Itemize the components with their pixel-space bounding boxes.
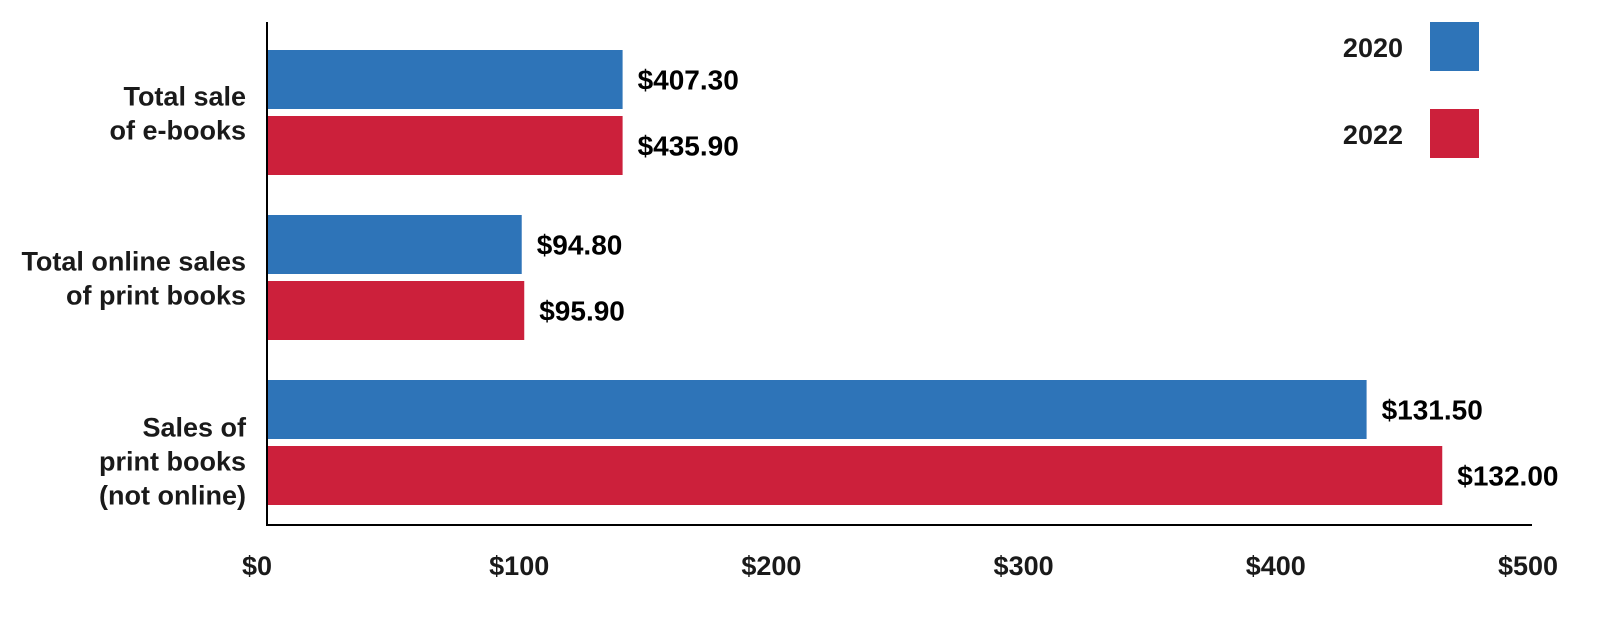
category-label-line: of e-books xyxy=(109,116,246,146)
category-label-line: Total sale xyxy=(123,82,246,112)
bar-2020-2 xyxy=(267,215,522,274)
category-label-2: Total online sales of print books xyxy=(21,247,246,311)
category-labels-layer: Total sale of e-books Total online sales of… xyxy=(21,82,247,511)
category-label-line: print books xyxy=(99,447,246,477)
x-tick-label: $400 xyxy=(1246,551,1306,581)
category-label-line: of print books xyxy=(66,281,246,311)
legend-swatch-2020 xyxy=(1430,22,1479,71)
category-label-line: Sales of xyxy=(142,413,247,443)
x-tick-label: $200 xyxy=(741,551,801,581)
data-label-2022-2: $95.90 xyxy=(539,296,625,327)
legend: 2020 2022 xyxy=(1343,22,1479,158)
x-tick-label: $300 xyxy=(994,551,1054,581)
bar-2020-1 xyxy=(267,50,623,109)
category-label-line: Total online sales xyxy=(21,247,246,277)
category-label-line: (not online) xyxy=(99,481,246,511)
legend-label-2022: 2022 xyxy=(1343,120,1403,150)
data-label-2020-2: $94.80 xyxy=(537,230,623,261)
x-axis-ticks: $0 $100 $200 $300 $400 $500 xyxy=(242,551,1558,581)
x-tick-label: $100 xyxy=(489,551,549,581)
data-label-2020-3: $131.50 xyxy=(1382,395,1483,426)
bar-2020-3 xyxy=(267,380,1367,439)
data-labels-layer: $407.30 $435.90 $94.80 $95.90 $131.50 $132.00 xyxy=(537,65,1559,492)
data-label-2020-1: $407.30 xyxy=(638,65,739,96)
bar-2022-2 xyxy=(267,281,525,340)
bar-2022-3 xyxy=(267,446,1443,505)
legend-swatch-2022 xyxy=(1430,109,1479,158)
x-tick-label: $0 xyxy=(242,551,272,581)
bar-2022-1 xyxy=(267,116,623,175)
x-tick-label: $500 xyxy=(1498,551,1558,581)
data-label-2022-1: $435.90 xyxy=(638,131,739,162)
legend-label-2020: 2020 xyxy=(1343,33,1403,63)
bars-layer xyxy=(267,50,1443,505)
data-label-2022-3: $132.00 xyxy=(1457,461,1558,492)
category-label-1: Total sale of e-books xyxy=(109,82,246,146)
category-label-3: Sales of print books (not online) xyxy=(99,413,247,511)
